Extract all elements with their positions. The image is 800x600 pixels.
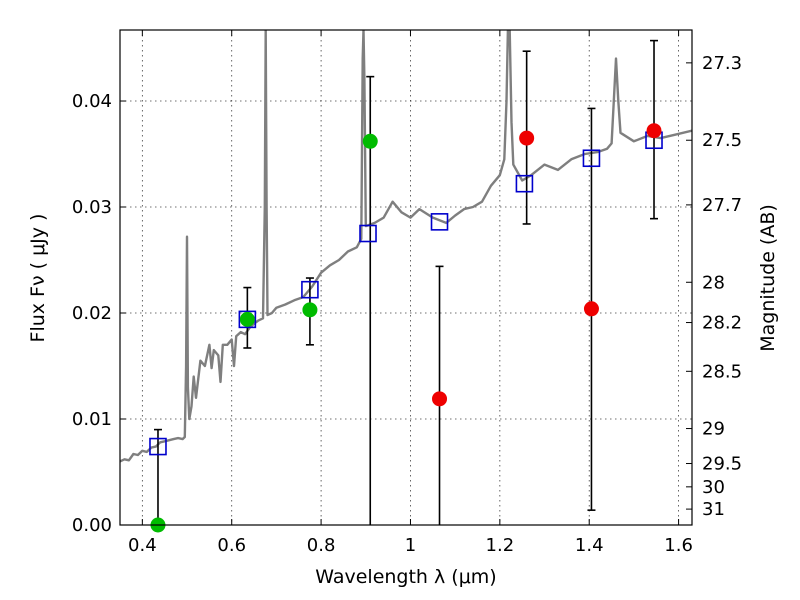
x-axis-label: Wavelength λ (μm)	[315, 566, 496, 588]
x-tick-label: 1.2	[486, 535, 515, 556]
y-axis-label: Flux Fν ( μJy )	[27, 214, 49, 343]
magnitude-tick-label: 29	[702, 419, 725, 440]
y-tick-label: 0.03	[72, 197, 112, 218]
model-spectrum-line	[120, 30, 692, 461]
y-tick-label: 0.01	[72, 409, 112, 430]
detection-point	[302, 302, 317, 317]
magnitude-tick-label: 30	[702, 477, 725, 498]
magnitude-tick-label: 27.5	[702, 130, 742, 151]
x-tick-label: 0.4	[128, 535, 157, 556]
model-spectrum	[120, 30, 692, 461]
magnitude-tick-label: 28.5	[702, 361, 742, 382]
upper-limit-point	[432, 391, 447, 406]
x-tick-label: 0.8	[307, 535, 336, 556]
x-tick-label: 1.4	[575, 535, 604, 556]
y-tick-label: 0.00	[72, 515, 112, 536]
magnitude-tick-label: 27.7	[702, 195, 742, 216]
magnitude-tick-label: 28.2	[702, 313, 742, 334]
plot-frame	[120, 30, 692, 525]
magnitude-tick-label: 29.5	[702, 454, 742, 475]
x-tick-label: 0.6	[217, 535, 246, 556]
x-tick-label: 1	[405, 535, 416, 556]
data-points	[150, 123, 662, 532]
error-bars	[154, 41, 658, 525]
magnitude-tick-label: 31	[702, 499, 725, 520]
grid	[120, 30, 692, 525]
detection-point	[363, 134, 378, 149]
y-tick-label: 0.02	[72, 303, 112, 324]
ticks: 0.4 0.6 0.8 1 1.2 1.4 1.6 0.00 0.01 0.02 0.03 0.04 2…	[72, 30, 742, 556]
detection-point	[240, 312, 255, 327]
y2-axis-label: Magnitude (AB)	[757, 204, 779, 352]
magnitude-tick-label: 27.3	[702, 53, 742, 74]
upper-limit-point	[519, 131, 534, 146]
upper-limit-point	[647, 123, 662, 138]
sed-chart: 0.4 0.6 0.8 1 1.2 1.4 1.6 0.00 0.01 0.02 0.03 0.04 2…	[0, 0, 800, 600]
magnitude-tick-label: 28	[702, 272, 725, 293]
x-tick-label: 1.6	[664, 535, 693, 556]
upper-limit-point	[584, 301, 599, 316]
y-tick-label: 0.04	[72, 91, 112, 112]
